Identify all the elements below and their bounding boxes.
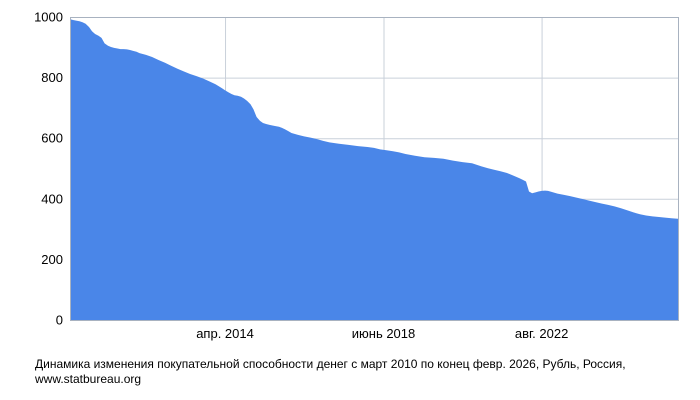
y-tick-label: 400 (41, 191, 63, 206)
x-tick-label: июнь 2018 (352, 326, 416, 341)
y-tick-label: 1000 (34, 10, 63, 25)
purchasing-power-area-series (70, 19, 678, 320)
caption-source-url: www.statbureau.org (35, 372, 142, 386)
x-tick-label: авг. 2022 (515, 326, 568, 341)
caption-line1: Динамика изменения покупательной способн… (35, 357, 626, 371)
purchasing-power-chart: 0 200 400 600 800 1000 апр. 2014 июнь 2018 авг. … (34, 10, 679, 341)
plot-border (70, 17, 679, 321)
y-tick-label: 0 (56, 313, 63, 328)
y-tick-label: 600 (41, 131, 63, 146)
chart-caption: Динамика изменения покупательной способн… (35, 357, 626, 387)
y-tick-label: 200 (41, 252, 63, 267)
x-tick-label: апр. 2014 (196, 326, 254, 341)
y-tick-label: 800 (41, 70, 63, 85)
